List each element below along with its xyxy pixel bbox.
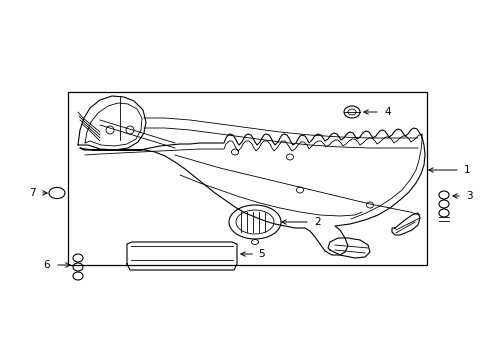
Text: 6: 6 [43, 260, 50, 270]
Text: 2: 2 [313, 217, 320, 227]
Text: 7: 7 [29, 188, 36, 198]
Text: 4: 4 [383, 107, 390, 117]
Text: 1: 1 [463, 165, 469, 175]
Text: 3: 3 [465, 191, 472, 201]
Bar [68, 92, 426, 265]
Text: 5: 5 [258, 249, 264, 259]
